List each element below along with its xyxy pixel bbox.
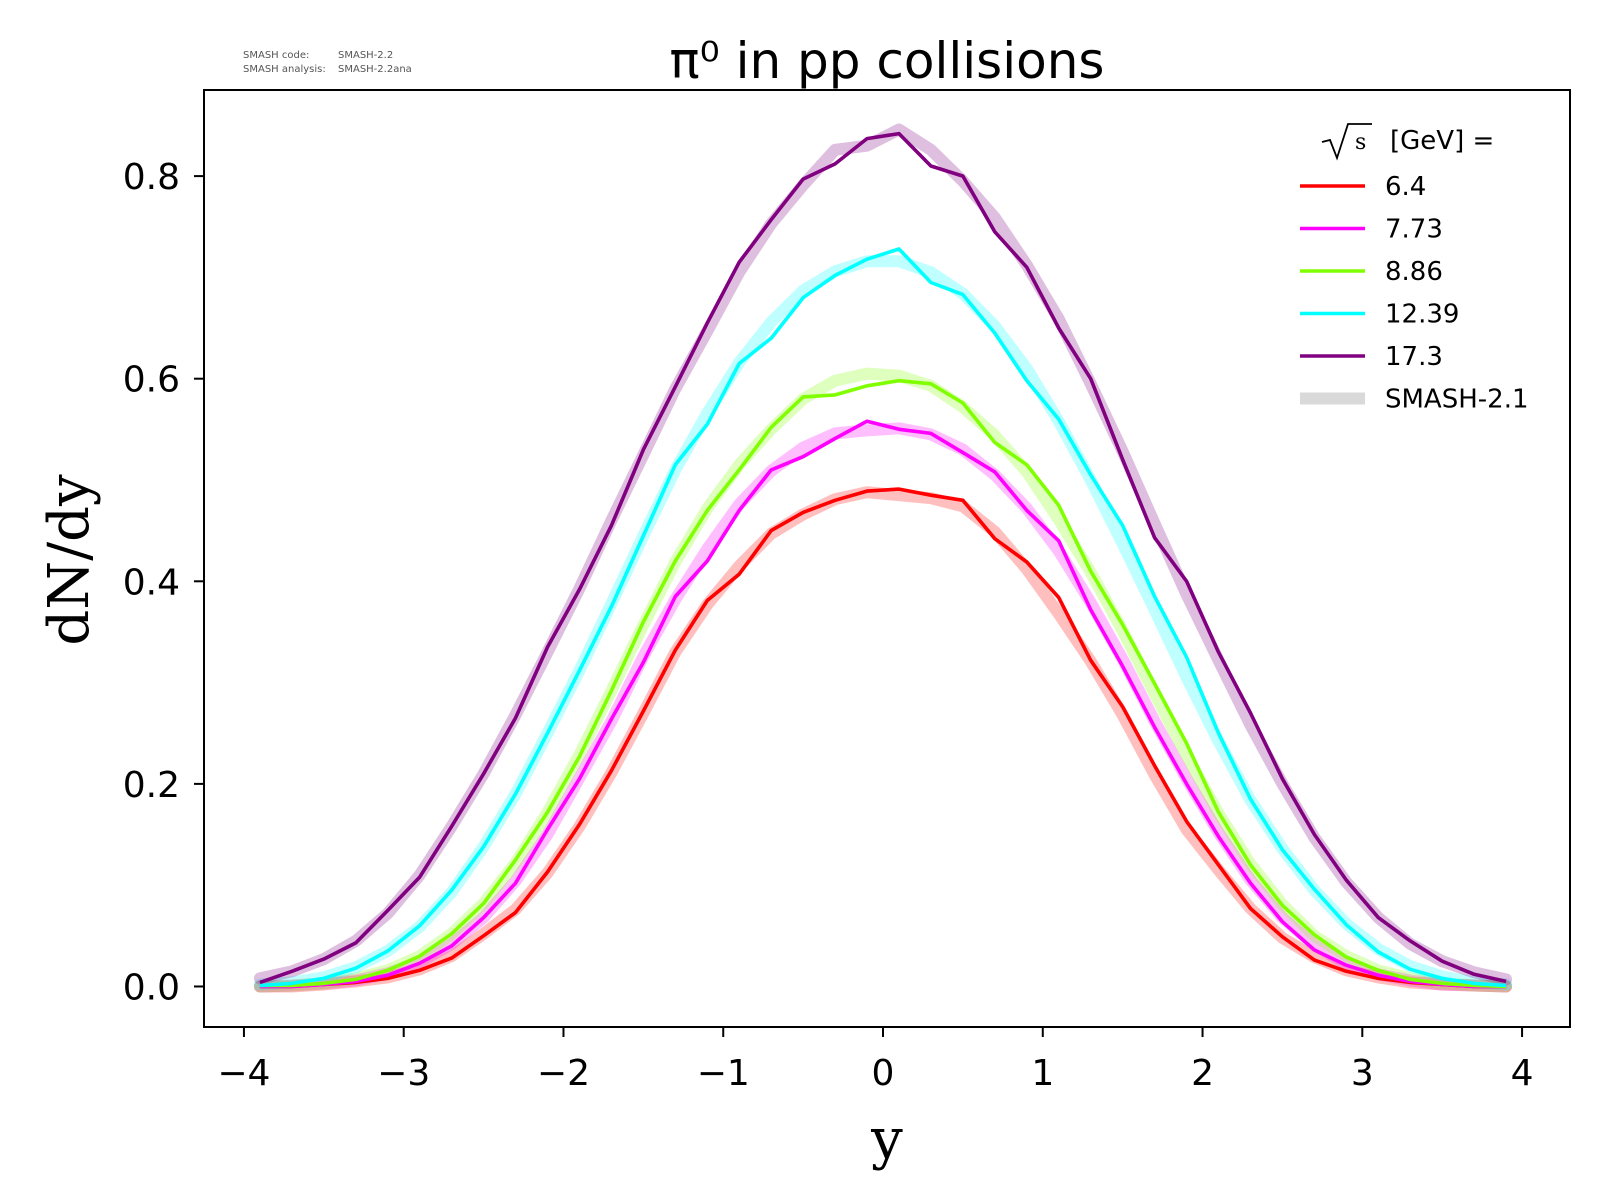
x-tick-label: 1 xyxy=(1031,1053,1054,1094)
y-axis-ticks: 0.0 0.2 0.4 0.6 0.8 xyxy=(123,157,204,1008)
smash-code-label: SMASH code: xyxy=(243,50,309,61)
legend-label-4: 17.3 xyxy=(1385,342,1443,372)
y-tick-label: 0.6 xyxy=(123,360,180,401)
series-line-3 xyxy=(259,247,1507,988)
x-tick-label: 3 xyxy=(1351,1053,1374,1094)
legend-label-1: 7.73 xyxy=(1385,215,1443,245)
smash-code-value: SMASH-2.2 xyxy=(338,50,393,61)
legend-title: s [GeV] = xyxy=(1321,123,1494,161)
x-tick-label: 2 xyxy=(1191,1053,1214,1094)
y-tick-label: 0.4 xyxy=(123,562,180,603)
sqrt-symbol-icon xyxy=(1321,123,1372,161)
y-tick-label: 0.0 xyxy=(123,967,180,1008)
series-lines xyxy=(259,131,1507,989)
chart-title: π⁰ in pp collisions xyxy=(670,32,1105,90)
series-line-1 xyxy=(259,419,1507,989)
x-tick-label: 0 xyxy=(872,1053,895,1094)
y-tick-label: 0.8 xyxy=(123,157,180,198)
series-line-4 xyxy=(259,131,1507,985)
x-tick-label: −3 xyxy=(377,1053,430,1094)
legend-label-2: 8.86 xyxy=(1385,257,1443,287)
smash-analysis-value: SMASH-2.2ana xyxy=(338,64,412,75)
y-tick-label: 0.2 xyxy=(123,765,180,806)
legend-title-text: [GeV] = xyxy=(1390,126,1494,156)
legend-label-reference: SMASH-2.1 xyxy=(1385,385,1529,415)
x-tick-label: −1 xyxy=(697,1053,750,1094)
smash-analysis-label: SMASH analysis: xyxy=(243,64,326,75)
x-tick-label: 4 xyxy=(1511,1053,1534,1094)
legend-title-s: s xyxy=(1355,130,1366,155)
x-tick-label: −2 xyxy=(537,1053,590,1094)
plot-frame xyxy=(203,89,1571,1028)
series-line-2 xyxy=(259,378,1507,989)
y-axis-label: dN/dy xyxy=(37,474,102,646)
legend-label-3: 12.39 xyxy=(1385,300,1459,330)
x-axis-ticks: −4 −3 −2 −1 0 1 2 3 4 xyxy=(217,1027,1534,1094)
legend-label-0: 6.4 xyxy=(1385,172,1426,202)
x-tick-label: −4 xyxy=(217,1053,270,1094)
reference-band-0 xyxy=(253,486,1513,993)
series-line-0 xyxy=(259,487,1507,989)
legend: s [GeV] = 6.4 7.73 8.86 12.39 17.3 SMASH-2.1 xyxy=(1300,123,1529,415)
x-axis-label: y xyxy=(870,1107,903,1172)
reference-bands xyxy=(253,123,1513,993)
